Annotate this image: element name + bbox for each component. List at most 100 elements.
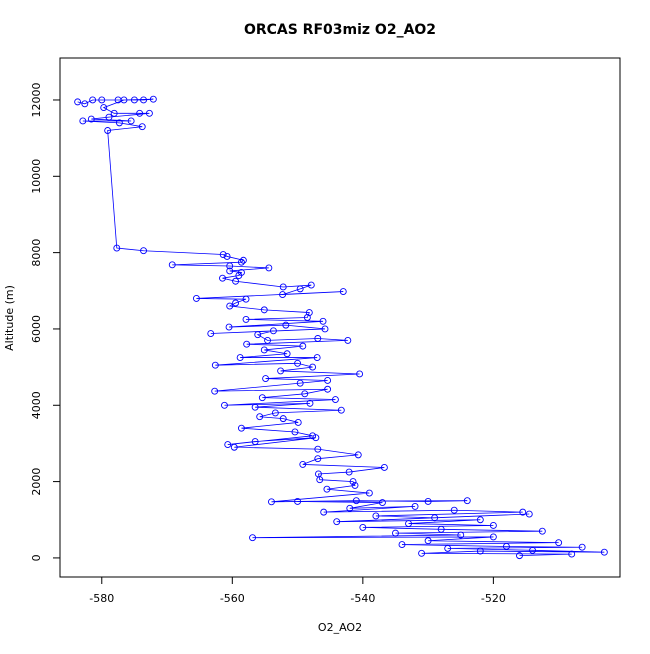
data-point	[296, 285, 304, 293]
data-point	[294, 497, 302, 505]
data-point	[351, 481, 359, 489]
data-point	[105, 113, 113, 121]
y-tick-label: 2000	[30, 468, 43, 496]
data-point	[476, 516, 484, 524]
y-tick-label: 0	[30, 554, 43, 561]
data-point	[320, 508, 328, 516]
data-point	[405, 520, 412, 528]
data-point	[392, 529, 399, 537]
data-point	[138, 123, 146, 131]
data-point	[264, 336, 272, 344]
data-point	[306, 399, 314, 407]
data-point	[352, 497, 360, 505]
data-point	[242, 295, 250, 303]
data-point	[226, 267, 234, 275]
data-point	[345, 468, 353, 476]
data-point	[226, 302, 234, 310]
data-point	[303, 314, 311, 321]
data-point	[265, 264, 273, 272]
data-point	[268, 498, 275, 506]
data-point	[221, 401, 228, 409]
x-axis-label: O2_AO2	[318, 621, 362, 634]
data-point	[236, 354, 244, 362]
data-point	[309, 363, 317, 371]
data-point	[301, 390, 309, 398]
data-point	[431, 514, 439, 522]
data-point	[282, 321, 290, 329]
data-point	[79, 117, 87, 125]
data-point	[359, 523, 367, 531]
plot-frame	[59, 57, 621, 578]
data-point	[232, 299, 240, 307]
data-point	[74, 98, 82, 106]
data-point	[81, 100, 89, 108]
data-point	[489, 533, 497, 541]
y-axis-label: Altitude (m)	[3, 285, 16, 351]
data-point	[256, 413, 264, 421]
data-point	[457, 531, 465, 539]
data-point	[225, 323, 233, 331]
y-tick-label: 4000	[30, 391, 43, 419]
data-point	[600, 548, 608, 556]
data-point	[251, 403, 259, 411]
data-point	[424, 537, 432, 545]
data-point	[516, 552, 523, 560]
data-point	[269, 327, 277, 335]
data-point	[249, 534, 256, 542]
x-tick-label: -580	[89, 592, 114, 605]
data-point	[294, 359, 302, 367]
data-point	[502, 543, 510, 550]
data-point	[291, 428, 299, 436]
data-point	[356, 370, 364, 378]
data-point	[127, 117, 135, 125]
chart-title: ORCAS RF03miz O2_AO2	[244, 22, 436, 38]
data-point	[232, 277, 240, 285]
data-point	[398, 541, 406, 549]
data-point	[321, 325, 329, 333]
data-point	[312, 434, 320, 442]
data-point	[444, 544, 452, 552]
data-point	[239, 256, 247, 264]
data-point	[489, 522, 497, 529]
data-point	[349, 478, 357, 486]
data-point	[294, 418, 302, 426]
data-point	[279, 415, 287, 423]
data-point	[243, 340, 251, 348]
data-point	[89, 96, 97, 104]
data-point	[519, 508, 527, 516]
data-point	[339, 288, 347, 295]
data-point	[136, 109, 144, 117]
data-point	[323, 485, 331, 493]
data-point	[145, 109, 153, 117]
data-point	[316, 476, 324, 484]
data-point	[140, 96, 147, 104]
x-tick-label: -540	[350, 592, 375, 605]
data-point	[299, 460, 307, 468]
data-point	[437, 525, 445, 533]
data-point	[149, 95, 157, 103]
data-point	[277, 367, 285, 375]
data-point	[450, 506, 458, 514]
data-point	[279, 291, 287, 299]
data-point	[223, 252, 231, 260]
data-point	[120, 96, 128, 104]
y-tick-label: 8000	[30, 239, 43, 267]
data-point	[319, 317, 327, 325]
data-point	[237, 258, 245, 266]
data-point	[314, 445, 322, 453]
data-point	[140, 247, 147, 255]
data-point	[237, 424, 245, 432]
data-point	[130, 96, 138, 104]
data-point	[525, 510, 533, 518]
data-point	[324, 377, 332, 384]
data-point	[207, 330, 215, 337]
data-point	[299, 342, 307, 350]
data-point	[113, 244, 121, 252]
data-point	[411, 502, 419, 510]
data-point	[578, 543, 586, 551]
data-point	[346, 504, 354, 512]
data-point	[344, 336, 352, 344]
data-point	[254, 331, 262, 339]
